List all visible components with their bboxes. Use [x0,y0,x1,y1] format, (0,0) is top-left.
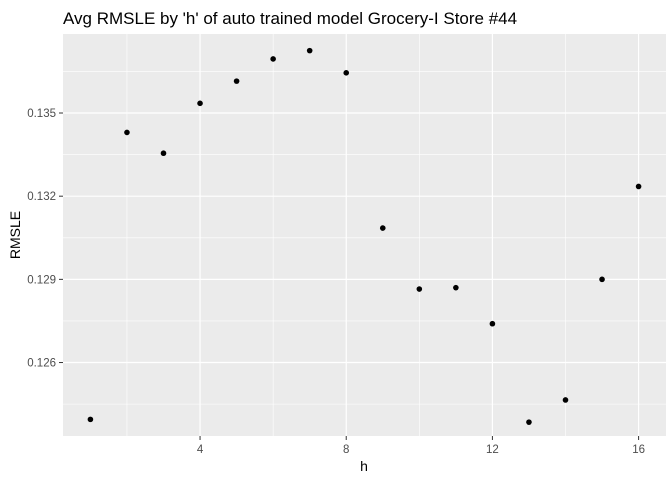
major-gridlines [63,34,666,436]
data-point [124,129,130,136]
x-axis-title: h [360,458,368,474]
data-points [87,47,642,425]
x-axis-ticks: 4 8 12 16 [197,436,645,456]
plot-panel [63,34,666,436]
data-point [489,320,496,327]
data-point [197,100,203,107]
y-axis-ticks: 0.126 0.129 0.132 0.135 [27,108,63,370]
x-tick-label: 4 [197,444,204,456]
data-point [160,150,167,157]
data-point [599,276,605,283]
y-tick-label: 0.126 [27,358,56,370]
chart-title: Avg RMSLE by 'h' of auto trained model G… [63,9,517,28]
x-tick-label: 16 [632,444,645,456]
y-tick-label: 0.129 [27,274,56,286]
data-point [306,47,313,54]
data-point [270,56,276,62]
data-point [343,70,350,76]
data-point [562,397,569,403]
x-tick-label: 12 [486,444,499,456]
data-point [526,419,532,425]
y-tick-label: 0.132 [27,191,56,203]
x-tick-label: 8 [343,444,349,456]
data-point [635,183,642,190]
data-point [453,284,459,291]
data-point [87,416,94,423]
data-point [416,286,423,292]
y-tick-label: 0.135 [27,108,56,120]
minor-gridlines [63,34,666,436]
y-axis-title: RMSLE [7,211,23,259]
data-point [233,78,240,84]
data-point [379,225,386,231]
